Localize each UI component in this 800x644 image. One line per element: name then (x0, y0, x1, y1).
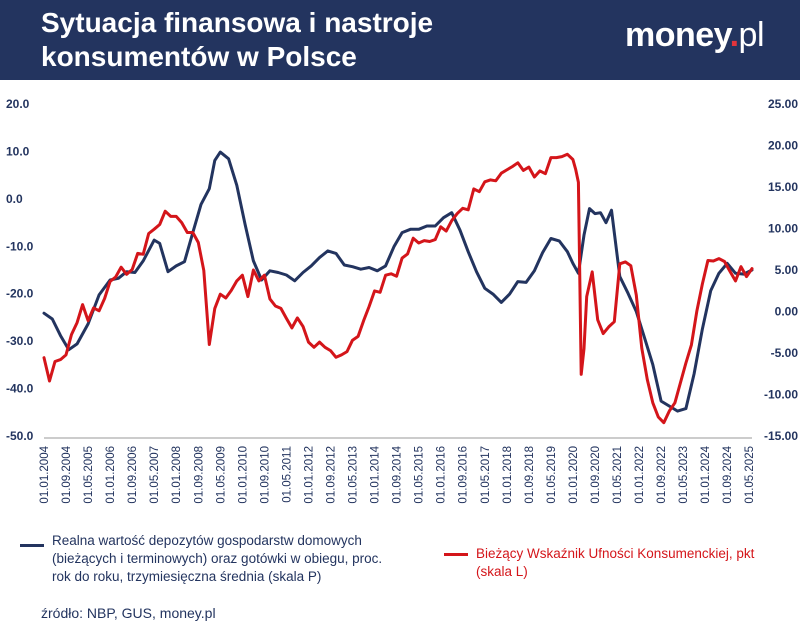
legend-swatch-red (444, 553, 468, 556)
x-tick-label: 01.05.2025 (744, 446, 756, 504)
right-tick-label: 25.00 (768, 97, 798, 111)
logo-tld: pl (738, 16, 765, 54)
x-tick-label: 01.09.2008 (193, 446, 205, 504)
header-banner: Sytuacja finansowa i nastroje konsumentó… (0, 0, 800, 80)
x-tick-label: 01.05.2017 (480, 446, 492, 504)
left-tick-label: -20.0 (6, 287, 34, 301)
x-tick-label: 01.05.2011 (281, 446, 293, 503)
right-tick-label: 20.00 (768, 139, 798, 153)
x-tick-label: 01.05.2007 (149, 446, 161, 504)
right-tick-label: 0.00 (775, 305, 799, 319)
x-tick-label: 01.01.2018 (502, 446, 514, 504)
x-tick-label: 01.09.2024 (722, 445, 734, 503)
x-tick-label: 01.09.2006 (127, 446, 139, 504)
series-line-consumer-confidence (42, 152, 754, 425)
x-tick-label: 01.05.2019 (546, 446, 558, 504)
x-tick-label: 01.01.2012 (303, 446, 315, 504)
logo-main: money (625, 16, 730, 54)
x-tick-label: 01.09.2012 (326, 446, 338, 504)
series-line-deposits (42, 150, 754, 413)
left-tick-label: 0.0 (6, 192, 23, 206)
x-tick-label: 01.09.2004 (61, 445, 73, 503)
x-tick-label: 01.01.2022 (634, 446, 646, 504)
right-tick-label: -5.00 (771, 346, 799, 360)
left-tick-label: -10.0 (6, 239, 34, 253)
right-tick-label: 15.00 (768, 180, 798, 194)
legend-label-consumer-confidence: Bieżący Wskaźnik Ufności Konsumenckiej, … (476, 546, 755, 579)
left-tick-label: -50.0 (6, 429, 34, 443)
right-tick-label: 5.00 (775, 263, 799, 277)
legend-label-deposits: Realna wartość depozytów gospodarstw dom… (52, 533, 383, 584)
left-tick-label: -40.0 (6, 382, 34, 396)
line-chart: 20.0 10.0 0.0 -10.0 -20.0 -30.0 -40.0 -50.0 25.… (6, 97, 798, 504)
money-pl-logo: money.pl (625, 16, 765, 55)
x-tick-label: 01.09.2016 (458, 446, 470, 504)
x-tick-label: 01.01.2014 (370, 445, 382, 503)
right-axis: 25.00 20.00 15.00 10.00 5.00 0.00 -5.00 -10.00 -… (764, 97, 798, 443)
x-tick-label: 01.01.2024 (700, 445, 712, 503)
x-tick-label: 01.05.2009 (215, 446, 227, 504)
left-tick-label: 20.0 (6, 97, 30, 111)
right-tick-label: -15.00 (764, 429, 798, 443)
x-tick-label: 01.09.2010 (259, 446, 271, 504)
series-lines (42, 150, 754, 425)
x-tick-label: 01.01.2004 (39, 445, 51, 503)
legend-swatch-navy (20, 544, 44, 547)
x-tick-label: 01.05.2023 (678, 446, 690, 504)
x-axis: 01.01.2004 01.09.2004 01.05.2005 01.01.2006… (39, 437, 756, 504)
x-tick-label: 01.09.2022 (656, 446, 668, 504)
x-tick-label: 01.01.2020 (568, 446, 580, 504)
x-tick-label: 01.05.2021 (612, 446, 624, 504)
left-tick-label: 10.0 (6, 144, 30, 158)
x-tick-label: 01.01.2016 (436, 446, 448, 504)
x-tick-label: 01.01.2008 (171, 446, 183, 504)
right-tick-label: -10.00 (764, 388, 798, 402)
chart-title: Sytuacja finansowa i nastroje konsumentó… (41, 7, 434, 72)
source-note: źródło: NBP, GUS, money.pl (41, 605, 216, 621)
x-tick-label: 01.09.2020 (590, 446, 602, 504)
left-tick-label: -30.0 (6, 334, 34, 348)
x-tick-label: 01.09.2014 (392, 445, 404, 503)
x-tick-label: 01.05.2015 (414, 446, 426, 504)
x-tick-label: 01.01.2010 (237, 446, 249, 504)
x-tick-label: 01.09.2018 (524, 446, 536, 504)
x-tick-label: 01.01.2006 (105, 446, 117, 504)
x-tick-label: 01.05.2005 (83, 446, 95, 504)
x-tick-label: 01.05.2013 (348, 446, 360, 504)
logo-dot: . (729, 16, 739, 54)
left-axis: 20.0 10.0 0.0 -10.0 -20.0 -30.0 -40.0 -50.0 (6, 97, 34, 443)
right-tick-label: 10.00 (768, 222, 798, 236)
